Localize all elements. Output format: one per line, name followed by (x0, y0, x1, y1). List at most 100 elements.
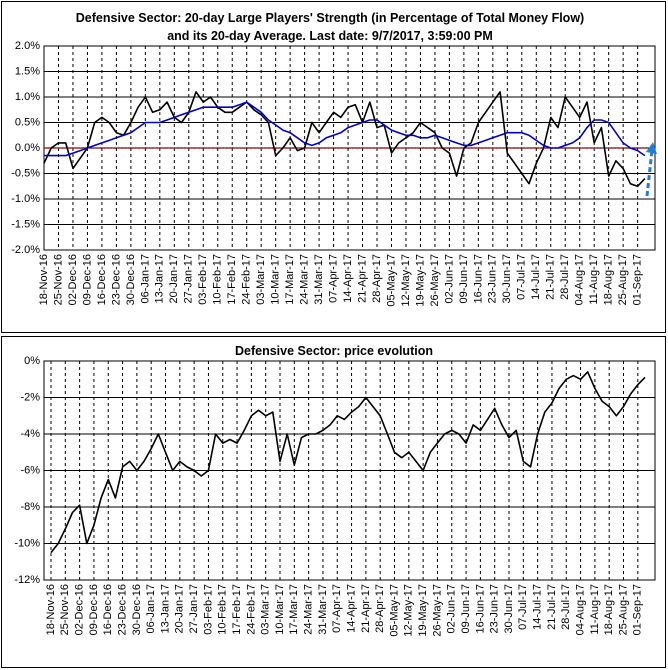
y-tick-label: -6% (20, 464, 40, 476)
plot-area-border (43, 360, 656, 581)
y-tick-label: -2% (20, 391, 40, 403)
y-tick-label: 1.5% (15, 65, 40, 77)
data-line (43, 91, 646, 188)
x-tick-label: 05-May-17 (385, 254, 397, 307)
x-tick-label: 21-Jul-17 (546, 584, 558, 630)
y-tick-label: 1.0% (15, 91, 40, 103)
arrow-head (646, 142, 657, 154)
x-tick-label: 06-Jan-17 (139, 254, 151, 304)
x-tick-label: 31-Mar-17 (313, 254, 325, 305)
x-tick-label: 06-Jan-17 (145, 584, 157, 634)
x-tick-label: 11-Aug-17 (588, 254, 600, 305)
x-tick-label: 30-Dec-16 (131, 584, 143, 635)
x-tick-label: 17-Feb-17 (226, 254, 238, 305)
x-tick-label: 18-Aug-17 (603, 584, 615, 635)
y-tick-label: 2.0% (15, 40, 40, 52)
x-tick-label: 16-Dec-16 (102, 584, 114, 635)
x-tick-label: 25-Nov-16 (52, 254, 64, 305)
x-tick-label: 01-Sep-17 (632, 584, 644, 635)
x-tick-label: 12-May-17 (400, 254, 412, 307)
x-tick-label: 23-Jun-17 (489, 584, 501, 634)
x-tick-label: 09-Dec-16 (88, 584, 100, 635)
x-tick-label: 03-Feb-17 (202, 584, 214, 635)
x-tick-label: 03-Feb-17 (197, 254, 209, 305)
x-tick-label: 09-Dec-16 (81, 254, 93, 305)
x-tick-label: 04-Aug-17 (575, 584, 587, 635)
x-tick-label: 27-Jan-17 (183, 254, 195, 304)
x-tick-label: 13-Jan-17 (159, 584, 171, 634)
panel-border (1, 336, 666, 668)
x-tick-label: 03-Mar-17 (260, 584, 272, 635)
x-tick-label: 30-Jun-17 (501, 254, 513, 304)
x-tick-label: 12-May-17 (403, 584, 415, 637)
x-tick-label: 02-Dec-16 (74, 584, 86, 635)
data-line (50, 371, 646, 554)
x-tick-label: 26-May-17 (431, 584, 443, 637)
x-tick-label: 16-Jun-17 (474, 584, 486, 634)
y-tick-label: -4% (20, 428, 40, 440)
x-tick-label: 31-Mar-17 (317, 584, 329, 635)
data-line (44, 101, 646, 157)
y-tick-label: -8% (20, 501, 40, 513)
x-tick-label: 07-Jul-17 (516, 254, 528, 300)
x-tick-label: 18-Aug-17 (603, 254, 615, 305)
x-tick-label: 09-Jun-17 (458, 254, 470, 304)
x-tick-label: 20-Jan-17 (168, 254, 180, 304)
x-tick-label: 24-Feb-17 (245, 584, 257, 635)
chart-title: Defensive Sector: 20-day Large Players' … (75, 11, 585, 43)
x-tick-label: 07-Jul-17 (517, 584, 529, 630)
x-tick-label: 19-May-17 (414, 254, 426, 307)
x-tick-label: 28-Apr-17 (374, 584, 386, 633)
x-tick-label: 23-Dec-16 (110, 254, 122, 305)
x-tick-label: 02-Jun-17 (446, 584, 458, 634)
x-tick-label: 21-Apr-17 (360, 584, 372, 633)
x-tick-label: 07-Apr-17 (328, 254, 340, 303)
x-tick-label: 10-Feb-17 (212, 254, 224, 305)
x-tick-label: 03-Mar-17 (255, 254, 267, 305)
x-tick-label: 24-Mar-17 (299, 254, 311, 305)
x-tick-label: 24-Mar-17 (303, 584, 315, 635)
x-tick-label: 24-Feb-17 (241, 254, 253, 305)
x-tick-label: 28-Jul-17 (560, 584, 572, 630)
x-tick-label: 10-Feb-17 (217, 584, 229, 635)
x-tick-label: 02-Jun-17 (443, 254, 455, 304)
x-tick-label: 05-May-17 (388, 584, 400, 637)
y-tick-label: -2.0% (11, 244, 40, 256)
x-tick-label: 14-Jul-17 (532, 584, 544, 630)
y-tick-label: 0.5% (15, 116, 40, 128)
x-tick-label: 10-Mar-17 (274, 584, 286, 635)
x-tick-label: 14-Apr-17 (346, 584, 358, 633)
x-tick-label: 01-Sep-17 (632, 254, 644, 305)
x-tick-label: 20-Jan-17 (174, 584, 186, 634)
x-tick-label: 16-Jun-17 (472, 254, 484, 304)
x-tick-label: 18-Nov-16 (45, 584, 57, 635)
y-tick-label: 0% (24, 355, 40, 367)
x-tick-label: 17-Mar-17 (284, 254, 296, 305)
x-tick-label: 23-Dec-16 (117, 584, 129, 635)
x-tick-label: 27-Jan-17 (188, 584, 200, 634)
chart-title: Defensive Sector: price evolution (235, 344, 433, 358)
x-tick-label: 17-Feb-17 (231, 584, 243, 635)
x-tick-label: 16-Dec-16 (96, 254, 108, 305)
x-tick-label: 18-Nov-16 (38, 254, 50, 305)
x-tick-label: 09-Jun-17 (460, 584, 472, 634)
x-tick-label: 07-Apr-17 (331, 584, 343, 633)
y-tick-label: 0.0% (15, 142, 40, 154)
x-tick-label: 30-Jun-17 (503, 584, 515, 634)
x-tick-label: 21-Apr-17 (356, 254, 368, 303)
x-tick-label: 21-Jul-17 (545, 254, 557, 300)
x-tick-label: 19-May-17 (417, 584, 429, 637)
x-tick-label: 14-Jul-17 (530, 254, 542, 300)
x-tick-label: 28-Jul-17 (559, 254, 571, 300)
x-tick-label: 25-Aug-17 (617, 254, 629, 305)
x-tick-label: 13-Jan-17 (154, 254, 166, 304)
y-tick-label: -0.5% (11, 167, 40, 179)
y-tick-label: -10% (14, 537, 40, 549)
x-tick-label: 25-Aug-17 (617, 584, 629, 635)
x-tick-label: 02-Dec-16 (67, 254, 79, 305)
x-tick-label: 11-Aug-17 (589, 584, 601, 635)
x-tick-label: 04-Aug-17 (574, 254, 586, 305)
x-tick-label: 17-Mar-17 (288, 584, 300, 635)
